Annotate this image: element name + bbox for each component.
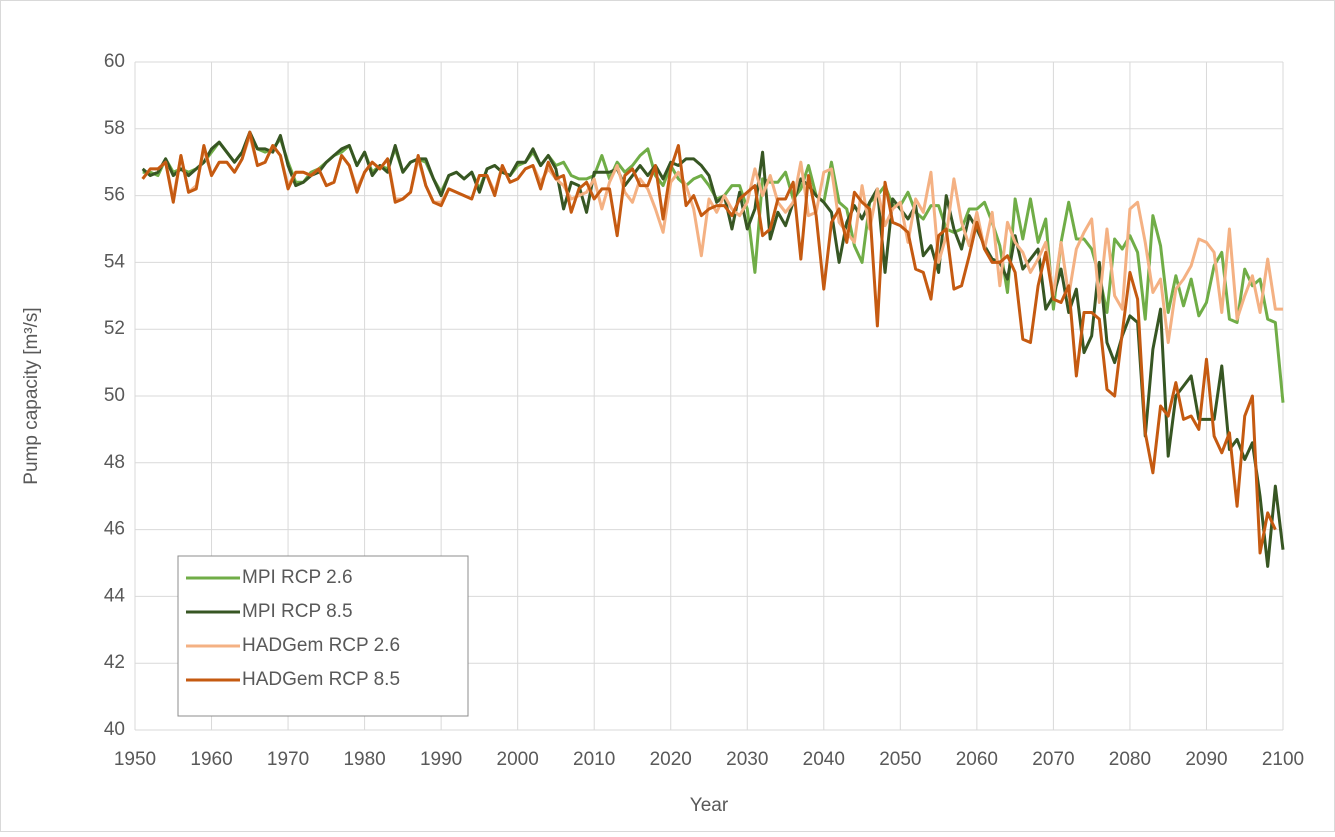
y-tick-label: 60 [104, 51, 125, 72]
x-tick-label: 2100 [1262, 749, 1304, 770]
y-tick-label: 42 [104, 652, 125, 673]
x-tick-label: 2040 [803, 749, 845, 770]
x-tick-label: 1960 [190, 749, 232, 770]
y-axis-label: Pump capacity [m³/s] [21, 307, 42, 484]
series-line [141, 130, 1285, 568]
x-tick-label: 2050 [879, 749, 921, 770]
x-tick-label: 1990 [420, 749, 462, 770]
x-tick-label: 1950 [114, 749, 156, 770]
legend-label: HADGem RCP 2.6 [242, 635, 400, 656]
x-tick-label: 2070 [1032, 749, 1074, 770]
x-tick-label: 2030 [726, 749, 768, 770]
y-tick-label: 46 [104, 519, 125, 540]
y-tick-label: 40 [104, 719, 125, 740]
legend-label: HADGem RCP 8.5 [242, 669, 400, 690]
legend-box [177, 555, 469, 717]
legend-label: MPI RCP 2.6 [242, 567, 353, 588]
y-tick-label: 48 [104, 452, 125, 473]
y-tick-label: 50 [104, 385, 125, 406]
y-tick-label: 44 [104, 585, 126, 606]
x-tick-label: 2090 [1185, 749, 1227, 770]
y-tick-label: 56 [104, 185, 125, 206]
x-axis-label: Year [690, 795, 729, 816]
x-tick-label: 1970 [267, 749, 309, 770]
series-line [141, 130, 1277, 555]
y-tick-label: 52 [104, 318, 125, 339]
legend-label: MPI RCP 8.5 [242, 601, 353, 622]
x-tick-label: 2000 [497, 749, 539, 770]
y-tick-label: 58 [104, 118, 125, 139]
x-tick-label: 2010 [573, 749, 615, 770]
x-tick-label: 2060 [956, 749, 998, 770]
x-tick-label: 2080 [1109, 749, 1151, 770]
x-tick-label: 1980 [343, 749, 385, 770]
x-tick-label: 2020 [650, 749, 692, 770]
y-tick-label: 54 [104, 251, 126, 272]
